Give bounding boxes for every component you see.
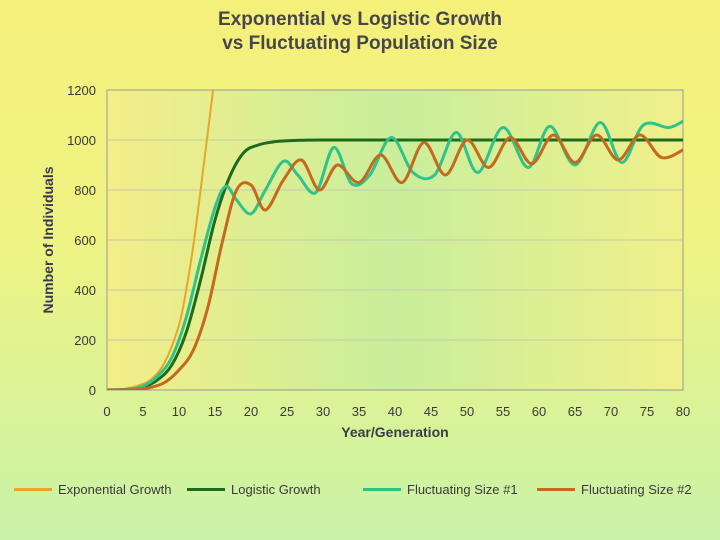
x-tick-label: 0 <box>103 404 110 419</box>
x-tick-label: 10 <box>172 404 186 419</box>
chart-title-line-1: Exponential vs Logistic Growth <box>218 9 502 30</box>
y-tick-label: 600 <box>74 233 96 248</box>
x-tick-label: 55 <box>496 404 510 419</box>
y-tick-label: 200 <box>74 333 96 348</box>
x-tick-label: 45 <box>424 404 438 419</box>
x-tick-label: 50 <box>460 404 474 419</box>
legend-label-fluctuating-2: Fluctuating Size #2 <box>581 481 692 497</box>
chart-title-line-2: vs Fluctuating Population Size <box>222 33 498 54</box>
legend-label-exponential: Exponential Growth <box>58 481 172 497</box>
x-tick-label: 75 <box>640 404 654 419</box>
x-tick-label: 25 <box>280 404 294 419</box>
legend-label-logistic: Logistic Growth <box>231 481 321 497</box>
x-tick-label: 80 <box>676 404 690 419</box>
legend-item-exponential: Exponential Growth <box>14 479 171 499</box>
x-tick-label: 70 <box>604 404 618 419</box>
legend-item-fluctuating-1: Fluctuating Size #1 <box>363 479 518 499</box>
x-tick-label: 35 <box>352 404 366 419</box>
x-tick-label: 5 <box>139 404 146 419</box>
y-tick-label: 0 <box>89 383 96 398</box>
series-lines <box>107 90 683 390</box>
y-tick-label: 1200 <box>67 83 96 98</box>
legend-label-fluctuating-1: Fluctuating Size #1 <box>407 481 518 497</box>
legend-swatch-exponential <box>14 487 52 491</box>
y-tick-labels: 0 200 400 600 800 1000 1200 <box>67 83 96 398</box>
y-tick-label: 800 <box>74 183 96 198</box>
series-line-fluctuating-1 <box>107 119 683 390</box>
legend-swatch-fluctuating-2 <box>537 487 575 491</box>
series-line-fluctuating-2 <box>107 133 683 390</box>
legend-item-logistic: Logistic Growth <box>187 479 321 499</box>
y-tick-label: 1000 <box>67 133 96 148</box>
y-axis-label: Number of Individuals <box>40 166 56 313</box>
x-tick-label: 40 <box>388 404 402 419</box>
x-tick-label: 30 <box>316 404 330 419</box>
legend-swatch-logistic <box>187 487 225 491</box>
legend-swatch-fluctuating-1 <box>363 487 401 491</box>
legend-item-fluctuating-2: Fluctuating Size #2 <box>537 479 692 499</box>
x-tick-labels: 0 5 10 15 20 25 30 35 40 45 50 55 60 65 70 75 80 <box>103 404 690 419</box>
chart-title: Exponential vs Logistic Growth vs Fluctu… <box>0 8 720 56</box>
legend: Exponential Growth Logistic Growth Fluct… <box>0 479 720 499</box>
x-tick-label: 20 <box>244 404 258 419</box>
y-tick-label: 400 <box>74 283 96 298</box>
x-tick-label: 15 <box>208 404 222 419</box>
x-tick-label: 60 <box>532 404 546 419</box>
x-axis-label: Year/Generation <box>341 424 448 440</box>
x-tick-label: 65 <box>568 404 582 419</box>
